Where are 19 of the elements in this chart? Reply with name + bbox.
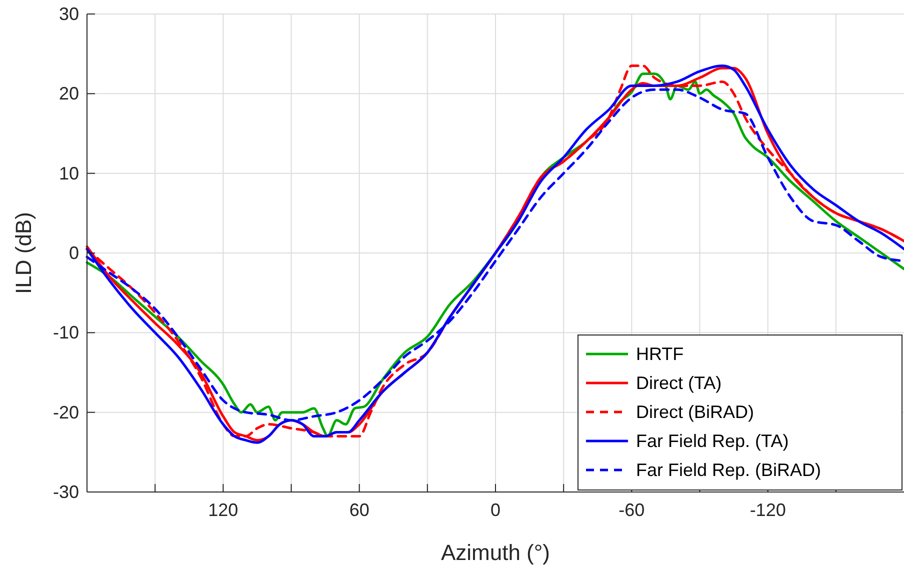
- x-tick-label: -60: [618, 500, 645, 520]
- y-tick-label: -30: [52, 482, 79, 502]
- legend-label: Direct (TA): [636, 373, 722, 393]
- legend-label: Far Field Rep. (BiRAD): [636, 460, 822, 480]
- x-tick-label: 0: [490, 500, 501, 520]
- x-tick-label: 60: [349, 500, 370, 520]
- y-tick-label: 20: [58, 84, 79, 104]
- y-tick-label: 10: [58, 163, 79, 184]
- x-axis-title: Azimuth (°): [440, 540, 550, 565]
- y-tick-label: -20: [52, 402, 79, 422]
- legend-label: HRTF: [636, 344, 684, 364]
- legend-label: Direct (BiRAD): [636, 402, 754, 422]
- x-tick-label: -120: [750, 500, 786, 520]
- x-tick-label: 120: [208, 500, 238, 520]
- y-tick-label: -10: [52, 322, 79, 343]
- y-axis-title: ILD (dB): [11, 212, 36, 294]
- legend-label: Far Field Rep. (TA): [636, 431, 789, 451]
- y-tick-label: 0: [68, 243, 79, 263]
- y-tick-label: 30: [58, 4, 79, 24]
